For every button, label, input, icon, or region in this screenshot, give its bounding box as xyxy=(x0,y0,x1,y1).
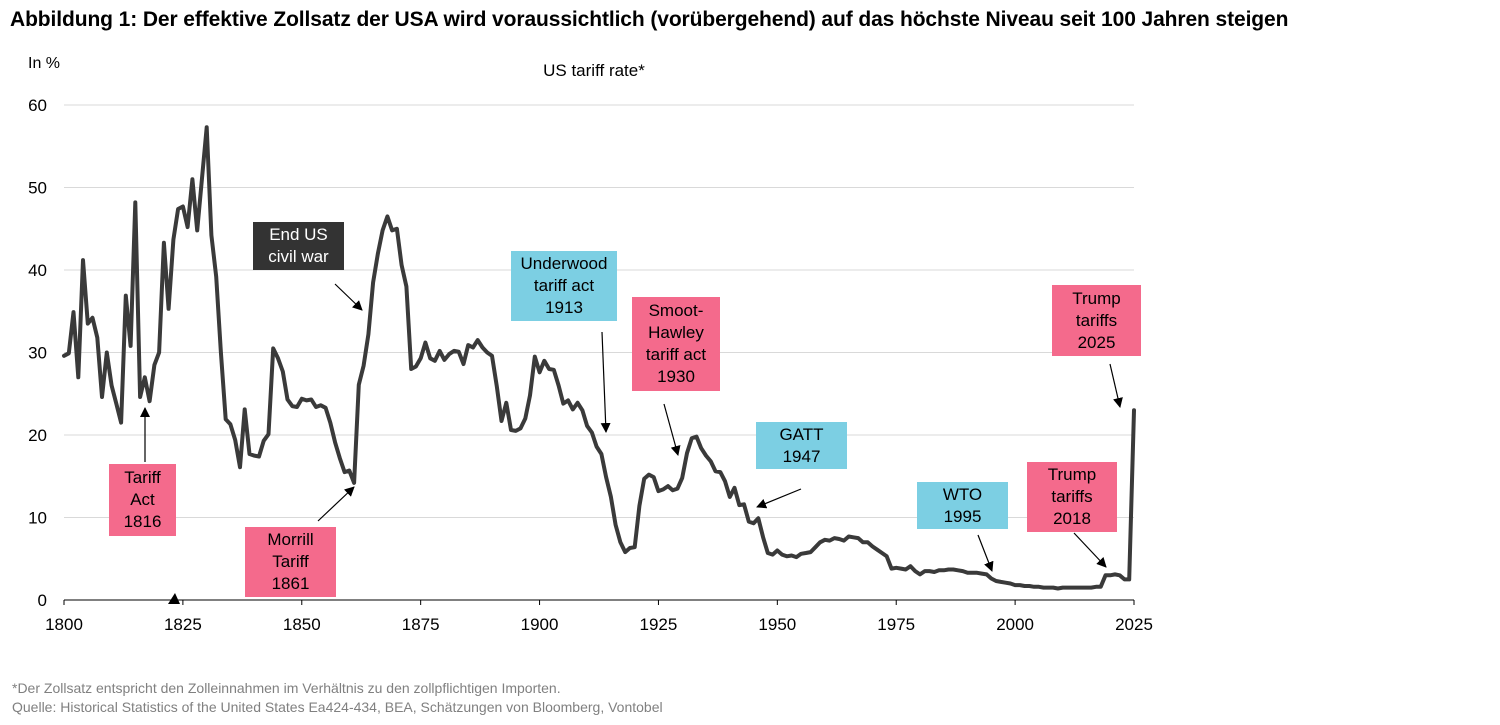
x-tick-label: 1875 xyxy=(402,615,440,634)
annotation-trump-2025: Trump tariffs 2025 xyxy=(1052,285,1141,356)
chart-title: Abbildung 1: Der effektive Zollsatz der … xyxy=(10,8,1289,31)
y-tick-label: 10 xyxy=(28,509,47,528)
annotation-tariff-act-1816: Tariff Act 1816 xyxy=(109,464,176,536)
arrow-gatt-1947 xyxy=(756,488,802,509)
x-tick-label: 1800 xyxy=(45,615,83,634)
axes: 0 10 20 30 40 50 60 1800 1825 1850 1875 1900 1925 195… xyxy=(28,96,1153,634)
x-tick-label: 2025 xyxy=(1115,615,1153,634)
footnote: *Der Zollsatz entspricht den Zolleinnahm… xyxy=(12,680,561,696)
y-tick-label: 20 xyxy=(28,426,47,445)
source-note: Quelle: Historical Statistics of the Uni… xyxy=(12,699,663,715)
x-tick-label: 1925 xyxy=(640,615,678,634)
tariff-rate-line xyxy=(62,125,1136,591)
chart-subtitle: US tariff rate* xyxy=(543,61,645,80)
annotation-arrows xyxy=(140,283,1123,604)
annotation-trump-2018: Trump tariffs 2018 xyxy=(1027,462,1117,532)
y-tick-label: 50 xyxy=(28,179,47,198)
x-tick-label: 1950 xyxy=(758,615,796,634)
y-tick-label: 60 xyxy=(28,96,47,115)
arrow-wto-1995 xyxy=(977,534,994,572)
arrow-underwood-1913 xyxy=(600,331,611,433)
x-tick-label: 1825 xyxy=(164,615,202,634)
x-tick-label: 1975 xyxy=(877,615,915,634)
x-tick-label: 1900 xyxy=(521,615,559,634)
arrow-morrill-1861 xyxy=(317,486,355,522)
annotation-underwood-1913: Underwood tariff act 1913 xyxy=(511,251,617,321)
annotation-civil-war: End US civil war xyxy=(253,222,344,270)
arrow-trump-2025 xyxy=(1109,363,1123,408)
arrow-trump-2018 xyxy=(1073,532,1107,568)
arrow-civil-war xyxy=(334,283,363,311)
y-tick-label: 0 xyxy=(38,591,47,610)
annotation-gatt-1947: GATT 1947 xyxy=(756,422,847,469)
series-layer xyxy=(62,125,1136,591)
annotation-smoot-hawley-1930: Smoot- Hawley tariff act 1930 xyxy=(632,297,720,391)
y-tick-label: 40 xyxy=(28,261,47,280)
arrow-smoot-hawley-1930 xyxy=(663,403,681,456)
stray-marker-icon xyxy=(168,593,180,604)
annotation-wto-1995: WTO 1995 xyxy=(917,482,1008,529)
y-axis-label: In % xyxy=(28,55,60,72)
x-tick-label: 1850 xyxy=(283,615,321,634)
y-tick-label: 30 xyxy=(28,344,47,363)
annotation-morrill-1861: Morrill Tariff 1861 xyxy=(245,527,336,597)
x-tick-label: 2000 xyxy=(996,615,1034,634)
